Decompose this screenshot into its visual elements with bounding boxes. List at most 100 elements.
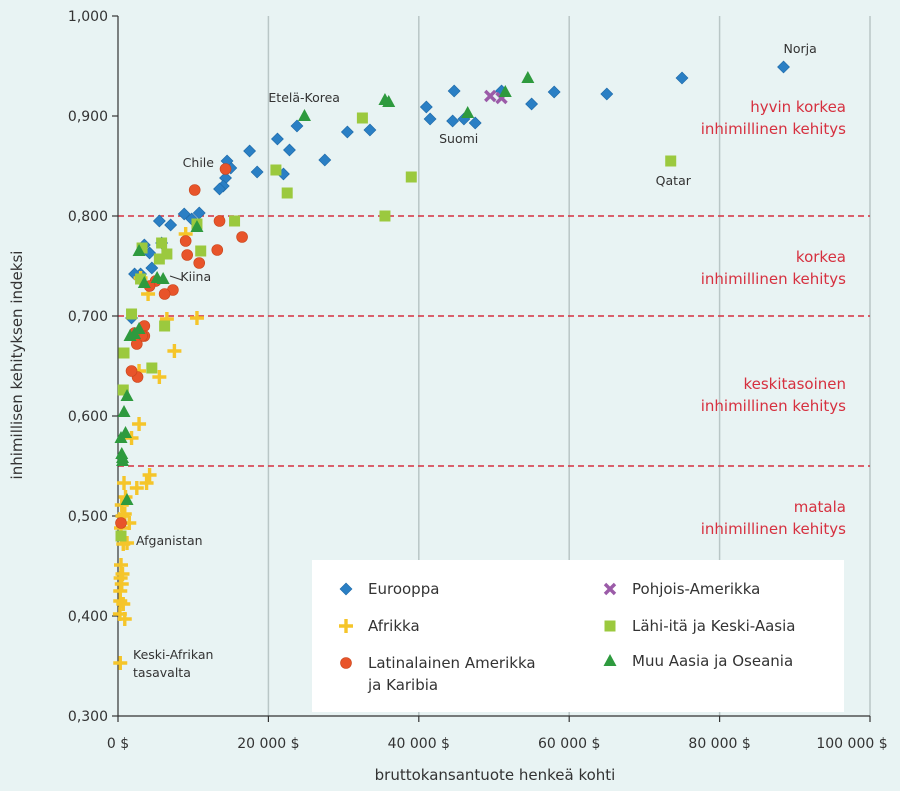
point-s0-0: [777, 60, 790, 74]
point-s2-4: [211, 244, 224, 256]
point-s0-18: [270, 132, 284, 146]
point-s1-31: [113, 656, 128, 670]
point-s5-2: [461, 106, 475, 118]
legend-marker-3: [603, 582, 617, 596]
point-s4-5: [270, 164, 282, 176]
y-tick-label-2: 0,500: [68, 509, 108, 525]
data-points: [112, 60, 790, 670]
point-s5-4: [378, 93, 392, 105]
point-s5-5: [297, 109, 311, 121]
annotation-0: Norja: [784, 41, 817, 56]
point-s4-17: [118, 347, 130, 359]
point-s4-12: [159, 320, 171, 332]
point-s2-0: [188, 184, 201, 196]
legend-label-4-0: Lähi-itä ja Keski-Aasia: [632, 617, 795, 635]
annotation-7: Keski-Afrikan: [133, 647, 213, 662]
y-tick-label-1: 0,400: [68, 609, 108, 625]
point-s2-19: [115, 517, 127, 529]
point-s0-29: [164, 218, 178, 232]
point-s5-13: [120, 389, 134, 401]
y-tick-label-4: 0,700: [68, 309, 108, 325]
point-s4-16: [126, 308, 138, 320]
point-s1-25: [117, 612, 132, 626]
point-s0-12: [363, 123, 377, 137]
zone-label-2-line2: inhimillinen kehitys: [701, 397, 846, 415]
point-s0-19: [250, 165, 264, 179]
zone-label-2-line1: keskitasoinen: [743, 375, 846, 393]
point-s1-15: [117, 476, 132, 490]
annotation-1: Etelä-Korea: [268, 90, 340, 105]
y-tick-label-3: 0,600: [68, 409, 108, 425]
point-s2-9: [158, 288, 171, 300]
x-tick-label-3: 60 000 $: [538, 736, 600, 752]
point-s0-11: [419, 100, 433, 114]
legend-label-5-0: Muu Aasia ja Oseania: [632, 652, 793, 670]
zone-label-0-line2: inhimillinen kehitys: [701, 120, 846, 138]
point-s4-6: [229, 215, 241, 227]
point-s2-1: [219, 163, 232, 175]
point-s0-28: [177, 207, 191, 221]
point-s4-4: [281, 187, 293, 199]
point-s5-1: [498, 85, 512, 97]
point-s0-13: [340, 125, 354, 139]
point-s5-12: [123, 329, 137, 341]
x-tick-labels: 0 $ 20 000 $ 40 000 $ 60 000 $ 80 000 $ 100 0…: [107, 736, 888, 752]
point-s1-26: [115, 567, 130, 581]
point-s4-13: [146, 362, 158, 374]
point-s5-20: [120, 493, 134, 505]
y-axis-title: inhimillisen kehityksen indeksi: [8, 251, 26, 480]
zone-label-0-line1: hyvin korkea: [750, 98, 846, 116]
point-s4-15: [135, 273, 147, 285]
y-tick-label-0: 0,300: [68, 709, 108, 725]
point-s5-9: [137, 276, 151, 288]
legend: Eurooppa Afrikka Latinalainen Amerikka ja K…: [312, 560, 844, 712]
point-s0-14: [318, 153, 332, 167]
point-s4-3: [379, 210, 391, 222]
point-s4-14: [136, 242, 148, 254]
point-s0-4: [525, 97, 539, 111]
point-s5-8: [150, 271, 164, 283]
point-s2-5: [193, 257, 206, 269]
y-tick-label-6: 0,900: [68, 109, 108, 125]
point-s2-6: [181, 249, 193, 261]
point-s0-15: [290, 119, 304, 133]
point-s1-6: [142, 468, 157, 482]
point-s1-2: [167, 344, 182, 358]
x-tick-label-1: 20 000 $: [237, 736, 299, 752]
zone-label-1-line2: inhimillinen kehitys: [701, 270, 846, 288]
point-s5-0: [521, 71, 535, 83]
legend-label-3-0: Pohjois-Amerikka: [632, 580, 760, 598]
legend-marker-4: [604, 620, 616, 632]
point-s4-19: [115, 530, 127, 542]
point-s4-0: [665, 155, 677, 167]
point-s5-17: [115, 447, 129, 459]
point-s0-34: [145, 261, 159, 275]
point-s1-27: [113, 594, 128, 608]
point-s1-4: [152, 370, 167, 384]
point-s0-10: [423, 112, 437, 126]
y-tick-label-7: 1,000: [68, 9, 108, 25]
zone-label-3-line1: matala: [794, 498, 846, 516]
point-s0-25: [213, 182, 226, 196]
threshold-lines: [118, 215, 870, 467]
point-s5-10: [132, 244, 146, 256]
annotation-2: Suomi: [439, 131, 478, 146]
point-s0-1: [675, 71, 689, 85]
zone-label-3-line2: inhimillinen kehitys: [701, 520, 846, 538]
legend-box: [312, 560, 844, 712]
annotation-3: Chile: [183, 155, 215, 170]
point-s0-2: [600, 87, 614, 101]
point-s4-7: [195, 245, 207, 257]
zone-labels: hyvin korkea inhimillinen kehitys korkea in…: [701, 98, 846, 538]
legend-marker-1: [339, 619, 353, 633]
point-s0-8: [447, 84, 461, 98]
annotation-5: Kiina: [180, 269, 211, 284]
point-s1-7: [139, 476, 154, 490]
point-s2-18: [125, 365, 138, 377]
point-s1-9: [129, 481, 144, 495]
point-s3-0: [484, 89, 497, 103]
point-s0-6: [468, 116, 482, 130]
country-annotations: Norja Etelä-Korea Suomi Chile Qatar Kiina Afga…: [133, 41, 817, 680]
legend-marker-0: [339, 582, 353, 596]
